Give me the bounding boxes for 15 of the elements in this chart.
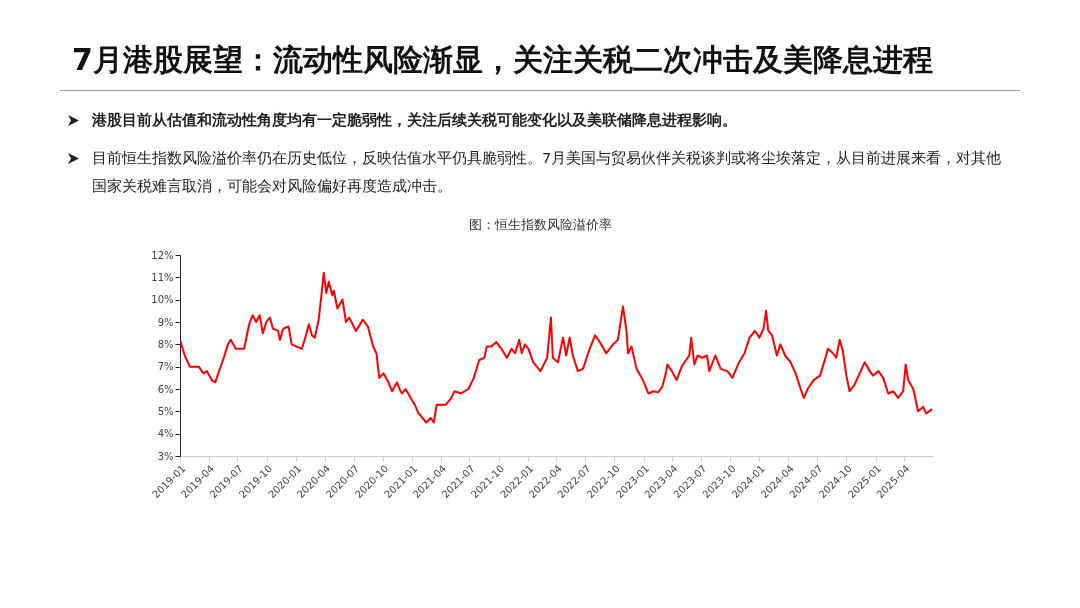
text: 港股目前从估值和流动性角度均有一定脆弱性，关注后续关税可能变化以及美联储降息进程影响。: [92, 111, 738, 130]
y-tick-label: 10%: [151, 294, 174, 306]
chart-subtitle: 图：恒生指数风险溢价率: [467, 216, 613, 234]
y-tick-label: 8%: [157, 338, 174, 350]
y-tick-label: 5%: [157, 405, 174, 417]
y-tick-label: 11%: [151, 271, 174, 283]
text: 目前恒生指数风险溢价率仍在历史低位，反映估值水平仍具脆弱性。7月美国与贸易伙伴关税谈判或将尘埃落定，从目前进展来看，对其他国家关税难言取消，可能会对风险偏好再度造成冲击。: [92, 149, 1003, 196]
y-tick-label: 3%: [157, 450, 174, 462]
y-tick-label: 4%: [157, 428, 174, 440]
y-tick-label: 9%: [157, 316, 174, 328]
line-series: [180, 271, 933, 424]
chart-title: 7月港股展望：流动性风险渐显，关注关税二次冲击及美降息进程: [72, 41, 933, 79]
y-tick-label: 12%: [151, 249, 174, 261]
y-tick-label: 6%: [157, 383, 174, 395]
y-tick-label: 7%: [157, 361, 174, 373]
